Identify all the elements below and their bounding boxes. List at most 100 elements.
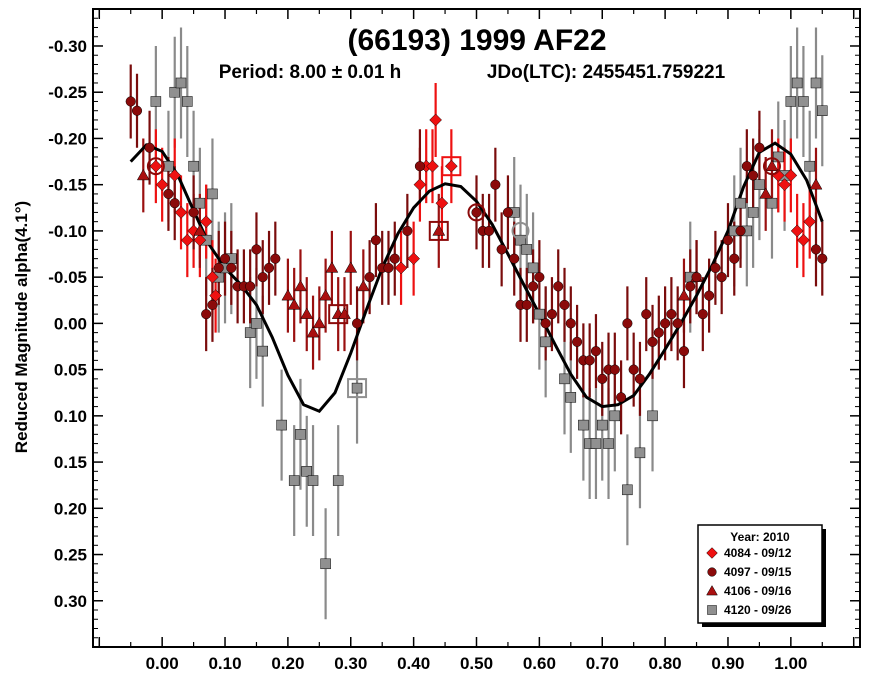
data-point-circle <box>414 161 425 172</box>
data-point-circle <box>534 272 545 283</box>
highlight-circle <box>467 203 486 222</box>
data-point-triangle <box>193 224 207 236</box>
data-point-triangle <box>344 261 358 273</box>
data-point-square <box>244 327 256 338</box>
x-axis: 0.00 0.10 0.20 0.30 0.40 0.50 0.60 0.70 0.80 0.90… <box>98 9 855 673</box>
data-point-square <box>559 373 570 385</box>
x-tick-label: 0.10 <box>208 654 241 673</box>
highlight-square <box>428 220 449 241</box>
highlight-square <box>347 378 368 399</box>
data-point-diamond <box>206 270 219 284</box>
data-point-circle <box>496 244 507 255</box>
data-point-diamond <box>413 178 427 192</box>
data-point-triangle <box>765 159 779 171</box>
y-tick-label: -0.10 <box>48 222 87 241</box>
data-point-square <box>207 188 218 200</box>
data-point-diamond <box>444 159 458 173</box>
data-point-circle <box>370 235 381 246</box>
data-point-square <box>804 160 815 172</box>
data-point-diamond <box>180 233 194 247</box>
data-point-circle <box>584 355 595 366</box>
data-point-triangle <box>281 289 295 301</box>
data-points <box>125 77 828 570</box>
data-point-circle <box>207 299 218 310</box>
data-point-square <box>735 197 746 209</box>
highlighted-points <box>146 156 781 399</box>
data-point-triangle <box>809 178 823 190</box>
data-point-diamond <box>193 233 207 247</box>
data-point-circle <box>722 235 734 246</box>
legend-marker-square <box>707 605 717 615</box>
y-tick-label: 0.05 <box>54 361 87 380</box>
legend-marker-triangle <box>706 585 718 596</box>
y-tick-label: 0.10 <box>54 407 87 426</box>
data-point-circle <box>521 299 532 310</box>
y-tick-label: -0.05 <box>48 268 87 287</box>
legend-marker-circle <box>707 567 717 577</box>
x-tick-label: 1.00 <box>774 654 807 673</box>
data-point-diamond <box>199 215 213 229</box>
data-point-triangle <box>306 326 320 338</box>
data-point-circle <box>710 262 721 273</box>
x-tick-label: 0.00 <box>146 654 179 673</box>
data-point-circle <box>188 207 199 218</box>
y-tick-label: -0.25 <box>48 83 87 102</box>
highlight-square <box>328 304 349 325</box>
data-point-circle <box>270 253 281 264</box>
highlight-circle <box>146 157 165 176</box>
data-point-square <box>515 234 526 246</box>
data-point-circle <box>628 364 639 375</box>
data-point-diamond <box>797 233 810 247</box>
data-point-diamond <box>155 178 169 192</box>
data-point-triangle <box>287 298 301 310</box>
x-tick-label: 0.40 <box>397 654 430 673</box>
data-point-square <box>634 447 646 459</box>
data-point-triangle <box>677 289 691 301</box>
data-point-circle <box>257 272 268 283</box>
highlight-square <box>441 156 462 177</box>
y-axis-label: Reduced Magnitude alpha(4.1°) <box>12 201 31 453</box>
epoch-label: JDo(LTC): 2455451.759221 <box>487 62 726 83</box>
data-point-square <box>578 419 589 431</box>
data-point-diamond <box>803 215 817 229</box>
data-point-square <box>754 179 765 190</box>
data-point-circle <box>609 364 620 375</box>
data-point-circle <box>351 318 363 329</box>
data-point-circle <box>685 281 696 292</box>
data-point-triangle <box>300 307 314 319</box>
y-tick-label: -0.15 <box>48 176 87 195</box>
data-point-circle <box>622 318 633 329</box>
data-point-circle <box>697 309 708 320</box>
data-point-circle <box>704 290 715 301</box>
data-point-square <box>163 160 174 172</box>
data-point-circle <box>484 225 495 236</box>
data-point-diamond <box>426 159 439 173</box>
data-point-diamond <box>784 169 798 182</box>
data-point-square <box>785 96 797 107</box>
y-tick-label: 0.20 <box>54 499 87 518</box>
data-point-circle <box>131 105 143 116</box>
data-point-circle <box>653 327 664 338</box>
data-point-circle <box>616 392 627 403</box>
data-point-circle <box>125 96 136 107</box>
legend-entry-label: 4106 - 09/16 <box>724 584 792 598</box>
period-label: Period: 8.00 ± 0.01 h <box>219 62 402 83</box>
data-point-square <box>182 96 193 107</box>
y-tick-label: 0.25 <box>54 546 87 565</box>
data-point-circle <box>741 161 752 172</box>
data-point-circle <box>402 225 413 236</box>
data-point-triangle <box>312 316 326 329</box>
data-point-square <box>603 438 614 449</box>
data-point-square <box>169 86 180 98</box>
data-point-circle <box>590 346 602 357</box>
data-point-square <box>534 308 545 320</box>
data-point-circle <box>144 142 155 153</box>
data-point-square <box>320 558 331 570</box>
data-point-triangle <box>319 289 333 301</box>
data-point-circle <box>226 262 237 273</box>
data-point-diamond <box>435 196 449 210</box>
data-point-circle <box>528 281 539 292</box>
data-point-circle <box>559 299 570 310</box>
data-point-square <box>251 318 262 329</box>
highlight-circle <box>511 221 530 240</box>
